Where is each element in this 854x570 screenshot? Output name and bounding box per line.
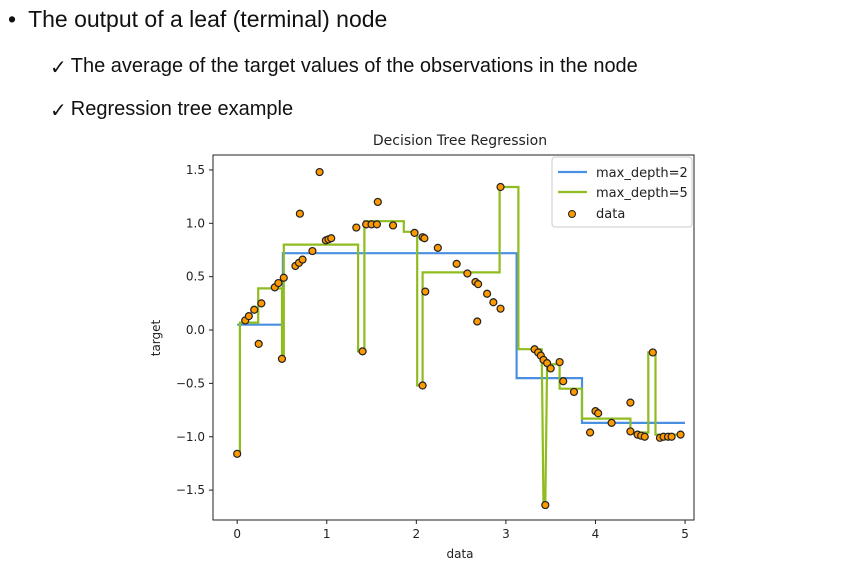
data-point: [496, 182, 505, 192]
check-icon: ✓: [50, 57, 67, 79]
data-point: [489, 298, 498, 307]
data-point: [559, 377, 568, 386]
data-point: [648, 348, 657, 357]
data-point: [250, 305, 259, 314]
data-point: [626, 398, 635, 407]
data-point: [327, 234, 336, 243]
data-point: [420, 234, 429, 243]
data-point: [418, 381, 427, 390]
x-tick-label: 3: [502, 527, 510, 541]
data-point: [452, 259, 461, 268]
y-tick-label: −1.0: [176, 430, 205, 444]
x-tick-label: 2: [413, 527, 421, 541]
y-tick-label: −1.5: [176, 483, 205, 497]
data-point: [257, 299, 266, 308]
data-point: [352, 223, 361, 232]
y-tick-label: 0.0: [186, 323, 205, 337]
sub-item: ✓ Regression tree example: [50, 98, 293, 123]
data-point: [277, 354, 287, 363]
sub-item: ✓ The average of the target values of th…: [50, 55, 638, 80]
data-point: [388, 221, 398, 230]
data-point: [474, 280, 483, 289]
chart-title: Decision Tree Regression: [373, 133, 547, 149]
sub-item-text: Regression tree example: [70, 98, 294, 120]
data-point: [410, 228, 419, 238]
y-axis-label: target: [149, 319, 163, 356]
y-tick-label: 1.5: [186, 163, 205, 177]
data-point: [274, 278, 283, 288]
data-point: [482, 289, 492, 298]
legend: max_depth=2 max_depth=5 data: [551, 156, 693, 228]
x-tick-label: 1: [323, 527, 331, 541]
bullet-symbol: •: [8, 6, 17, 32]
y-tick-label: −0.5: [176, 376, 205, 390]
data-point: [569, 387, 579, 397]
data-point: [626, 427, 635, 436]
data-point: [372, 220, 382, 229]
data-point: [233, 449, 242, 458]
x-tick-label: 4: [592, 527, 600, 541]
x-tick-label: 0: [233, 527, 241, 541]
data-point: [244, 312, 253, 321]
data-point: [594, 409, 603, 418]
legend-swatch-data: [568, 210, 576, 218]
legend-box: [551, 156, 693, 228]
data-point: [315, 167, 324, 177]
data-point: [463, 269, 472, 278]
legend-label: max_depth=2: [596, 166, 688, 181]
data-point: [433, 243, 442, 252]
data-point: [358, 347, 367, 356]
data-point: [640, 432, 649, 441]
data-point: [555, 357, 564, 367]
plot-frame: [212, 154, 695, 521]
y-tick-label: 0.5: [186, 270, 205, 284]
data-point: [546, 364, 555, 373]
data-point: [295, 209, 304, 218]
data-point: [279, 273, 288, 282]
data-point: [473, 317, 482, 326]
x-axis-label: data: [446, 547, 473, 561]
data-point: [298, 255, 307, 264]
series-line-depth2: [237, 252, 685, 424]
bullet-text: The output of a leaf (terminal) node: [28, 6, 388, 32]
data-point: [585, 428, 595, 437]
data-point: [308, 246, 317, 256]
data-point: [607, 418, 616, 427]
legend-label: max_depth=5: [596, 186, 688, 201]
data-point: [373, 197, 382, 207]
data-point: [254, 339, 263, 349]
sub-item-text: The average of the target values of the …: [70, 55, 638, 77]
legend-label: data: [596, 207, 625, 222]
bullet-item: • The output of a leaf (terminal) node: [8, 6, 387, 33]
data-point: [496, 304, 505, 313]
data-point: [667, 432, 676, 441]
data-point: [541, 500, 550, 510]
series-line-depth5: [237, 185, 681, 507]
data-point: [676, 430, 685, 439]
data-point: [421, 287, 430, 296]
y-tick-label: 1.0: [186, 216, 205, 230]
check-icon: ✓: [50, 100, 67, 122]
x-tick-label: 5: [681, 527, 689, 541]
